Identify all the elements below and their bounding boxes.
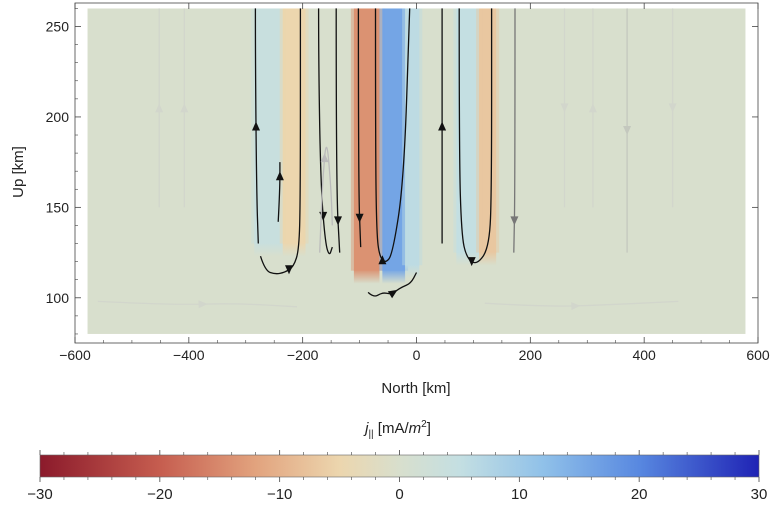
y-tick-label: 250	[46, 19, 70, 35]
plot-axes: −600 −400 −200 0 200 400 600 100 150 200 250	[46, 2, 770, 363]
field-line-arrow	[320, 153, 329, 163]
field-line-arrow	[438, 121, 447, 131]
y-tick-label: 150	[46, 199, 70, 215]
field-line-arrow	[285, 265, 293, 275]
field-line	[374, 8, 411, 265]
field-line-arrow	[623, 126, 632, 135]
field-line-arrow	[560, 103, 569, 113]
colorbar-gradient	[39, 454, 760, 478]
field-line-arrow	[510, 216, 519, 226]
field-line	[588, 8, 597, 208]
field-line-arrow	[275, 171, 284, 181]
field-line-arrow	[378, 255, 387, 265]
field-line	[97, 300, 298, 309]
colorbar-tick-label: 20	[631, 486, 648, 503]
colorbar-tick-label: −30	[27, 486, 52, 503]
colorbar-tick-label: 30	[751, 486, 768, 503]
field-line	[180, 8, 189, 208]
x-tick-label: 0	[413, 347, 421, 363]
field-line-arrow	[668, 103, 677, 113]
y-axis-label: Up [km]	[10, 146, 27, 198]
field-line	[438, 8, 447, 244]
field-line	[275, 162, 284, 222]
field-line-arrow	[467, 257, 476, 267]
colorbar-tick-label: 10	[511, 486, 528, 503]
field-line	[484, 300, 679, 311]
field-line	[252, 8, 260, 244]
field-line-arrow	[252, 121, 260, 131]
x-tick-label: −400	[173, 347, 205, 363]
field-line-arrow	[387, 289, 398, 299]
field-line	[334, 8, 342, 253]
x-axis-label: North [km]	[381, 380, 450, 397]
field-line	[319, 146, 333, 253]
field-line	[510, 8, 519, 253]
colorbar-tick-label: −10	[267, 486, 292, 503]
field-line-arrow	[155, 103, 164, 113]
heatmap-area	[87, 8, 746, 334]
y-tick-label: 100	[46, 290, 70, 306]
colorbar-tick-label: −20	[147, 486, 172, 503]
x-tick-label: −200	[287, 347, 319, 363]
field-line	[668, 8, 677, 208]
field-line	[259, 8, 302, 275]
field-line-arrow	[334, 216, 342, 226]
field-line	[355, 8, 364, 248]
field-line-arrow	[571, 302, 581, 311]
current-sheet	[279, 8, 309, 257]
colorbar-label: j|| [mA/m2]	[363, 419, 431, 440]
colorbar-tick-label: 0	[395, 486, 403, 503]
field-line-arrow	[198, 300, 208, 309]
colorbar: j|| [mA/m2] −30 −20 −10 0 10 20 30	[27, 419, 767, 503]
y-tick-label: 200	[46, 109, 70, 125]
field-line	[367, 272, 418, 299]
x-tick-label: −600	[59, 347, 91, 363]
field-lines	[97, 8, 679, 311]
field-line-arrow	[180, 103, 189, 113]
field-line	[155, 8, 164, 208]
x-tick-label: 400	[632, 347, 656, 363]
current-sheet	[476, 8, 500, 266]
field-line	[623, 8, 632, 253]
x-tick-label: 200	[519, 347, 543, 363]
field-line-arrow	[355, 213, 364, 223]
field-line-arrow	[588, 103, 597, 113]
field-line	[560, 8, 569, 208]
colorbar-axis: −30 −20 −10 0 10 20 30	[27, 450, 767, 503]
main-plot: −600 −400 −200 0 200 400 600 100 150 200 250 North…	[10, 2, 770, 397]
x-tick-label: 600	[746, 347, 770, 363]
field-line	[458, 8, 493, 267]
